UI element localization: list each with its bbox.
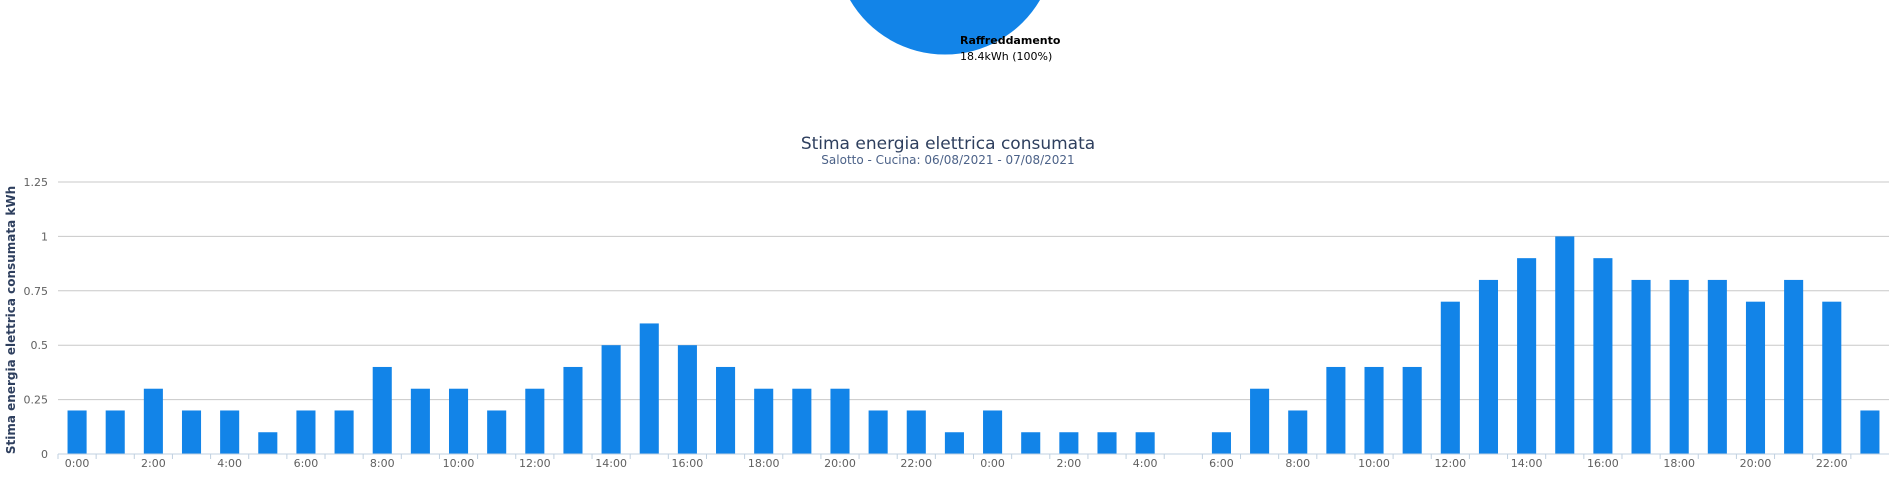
chart-title: Stima energia elettrica consumata [801,134,1095,154]
x-tick-label: 14:00 [595,457,627,470]
bar[interactable] [639,323,659,454]
bar[interactable] [1250,388,1270,454]
x-tick-label: 4:00 [217,457,242,470]
x-tick-label: 6:00 [1209,457,1234,470]
bar[interactable] [1784,279,1804,454]
bar[interactable] [906,410,926,454]
bar[interactable] [525,388,545,454]
bar[interactable] [448,388,469,454]
bar[interactable] [563,366,583,454]
x-tick-label: 12:00 [1434,457,1466,470]
bar[interactable] [754,388,774,454]
x-tick-label: 22:00 [1816,457,1848,470]
x-tick-label: 8:00 [370,457,395,470]
pie-slice-value: 18.4kWh (100%) [960,50,1053,63]
pie-slice-label: Raffreddamento [960,34,1061,47]
pie-slice-raffreddamento[interactable] [850,0,1040,55]
y-grid [58,181,1889,455]
x-tick-label: 16:00 [1587,457,1619,470]
y-tick-label: 1 [41,230,48,243]
bar[interactable] [67,410,87,454]
x-tick-label: 20:00 [1740,457,1772,470]
bar[interactable] [1631,279,1651,454]
bar[interactable] [1555,236,1575,454]
bar[interactable] [1021,432,1041,454]
bar[interactable] [1326,366,1346,454]
bar[interactable] [1707,279,1727,454]
bar[interactable] [1059,432,1079,454]
bar[interactable] [372,366,392,454]
bar[interactable] [1593,258,1613,454]
bar[interactable] [983,410,1003,454]
bar[interactable] [601,345,621,454]
bar[interactable] [334,410,354,454]
x-tick-label: 22:00 [900,457,932,470]
bar[interactable] [1211,432,1231,454]
x-tick-label: 12:00 [519,457,551,470]
pie-chart: Raffreddamento 18.4kWh (100%) [0,0,1889,80]
chart-subtitle: Salotto - Cucina: 06/08/2021 - 07/08/202… [821,153,1074,167]
bar[interactable] [487,410,507,454]
x-tick-label: 4:00 [1133,457,1158,470]
bar[interactable] [258,432,278,454]
bar[interactable] [1860,410,1880,454]
bar[interactable] [1478,279,1499,454]
bar[interactable] [1745,301,1766,454]
y-tick-labels: 0 0.25 0.5 0.75 1 1.25 [24,176,49,461]
bar[interactable] [1440,301,1460,454]
y-axis-label: Stima energia elettrica consumata kWh [4,186,18,454]
x-tick-label: 18:00 [748,457,780,470]
bar[interactable] [410,388,430,454]
x-tick-labels: 0:00 2:00 4:00 6:00 8:00 10:00 12:00 14:00 16:00… [57,454,1852,470]
bar[interactable] [1402,366,1422,454]
x-tick-label: 20:00 [824,457,856,470]
bar[interactable] [1669,279,1689,454]
bar[interactable] [830,388,850,454]
bar[interactable] [143,388,163,454]
y-tick-label: 0.5 [31,339,49,352]
x-tick-label: 2:00 [1057,457,1082,470]
bar[interactable] [1364,366,1384,454]
x-tick-label: 0:00 [65,457,90,470]
y-tick-label: 0.75 [24,285,49,298]
bar[interactable] [220,410,240,454]
bar[interactable] [1822,301,1842,454]
pie-connector [946,30,955,39]
bar[interactable] [944,432,964,454]
x-tick-label: 10:00 [443,457,475,470]
y-tick-label: 0 [41,448,48,461]
bar[interactable] [868,410,888,454]
bar[interactable] [1135,432,1155,454]
bar[interactable] [105,410,125,454]
x-tick-label: 16:00 [672,457,704,470]
y-tick-label: 0.25 [24,394,49,407]
bar[interactable] [296,410,316,454]
x-tick-label: 18:00 [1663,457,1695,470]
bar[interactable] [1288,410,1308,454]
x-tick-label: 0:00 [980,457,1005,470]
bar[interactable] [181,410,202,454]
bar[interactable] [1517,258,1537,454]
bars [67,236,1880,454]
pie-svg [850,0,1040,55]
bar[interactable] [677,345,697,454]
x-tick-label: 8:00 [1285,457,1310,470]
x-tick-label: 14:00 [1511,457,1543,470]
bar[interactable] [792,388,812,454]
bar[interactable] [1097,432,1117,454]
x-tick-label: 10:00 [1358,457,1390,470]
y-tick-label: 1.25 [24,176,49,189]
x-tick-label: 2:00 [141,457,166,470]
x-tick-label: 6:00 [294,457,319,470]
bar[interactable] [716,366,736,454]
